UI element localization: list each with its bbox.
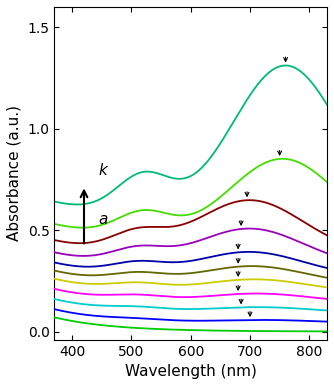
Text: k: k — [99, 163, 108, 178]
Text: a: a — [99, 212, 108, 227]
Y-axis label: Absorbance (a.u.): Absorbance (a.u.) — [7, 105, 22, 241]
X-axis label: Wavelength (nm): Wavelength (nm) — [125, 364, 257, 379]
